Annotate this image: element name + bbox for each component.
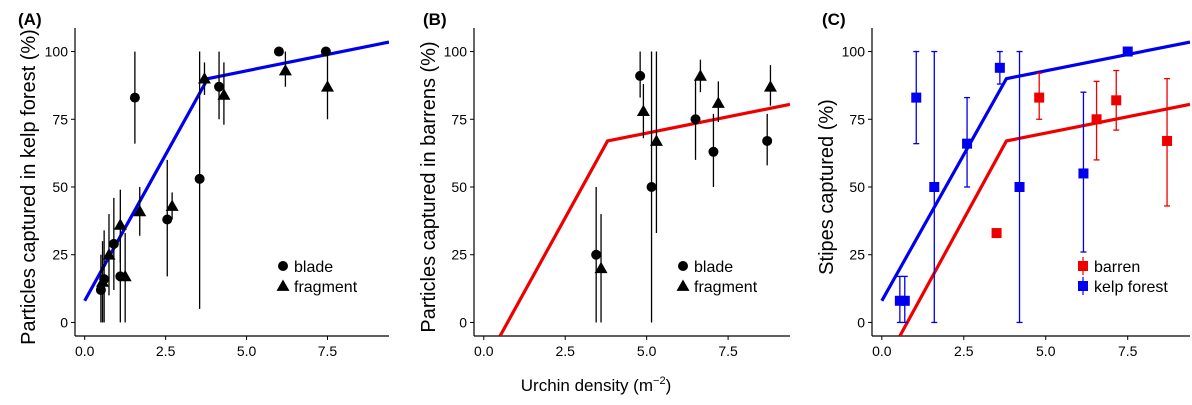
- legend-label: blade: [294, 259, 333, 276]
- data-point: [690, 114, 701, 125]
- fit-line: [880, 40, 1190, 302]
- data-point: [635, 70, 646, 81]
- data-point: [113, 218, 127, 230]
- x-tick-label: 0.0: [872, 343, 892, 359]
- data-point: [911, 92, 922, 103]
- legend-label: blade: [694, 259, 733, 276]
- data-point: [194, 173, 205, 184]
- x-tick-label: 0.0: [75, 343, 95, 359]
- y-tick-label: 25: [451, 247, 467, 263]
- y-tick-label: 75: [451, 111, 467, 127]
- x-tick-label: 5.0: [237, 343, 257, 359]
- data-point: [118, 269, 132, 282]
- data-point: [320, 80, 334, 92]
- data-point: [165, 199, 179, 211]
- y-tick-label: 25: [849, 247, 865, 263]
- data-point: [95, 284, 106, 295]
- panel-label: (C): [822, 10, 846, 29]
- data-point: [646, 182, 657, 192]
- legend-key: [278, 261, 288, 271]
- legend-label: barren: [1094, 259, 1140, 276]
- data-point: [162, 214, 173, 225]
- y-tick-label: 75: [849, 111, 865, 127]
- y-tick-label: 25: [52, 247, 68, 263]
- y-tick-label: 50: [451, 179, 467, 195]
- data-point: [108, 238, 119, 249]
- x-tick-label: 0.0: [474, 343, 494, 359]
- data-point: [899, 295, 910, 306]
- x-tick-label: 5.0: [1036, 343, 1056, 359]
- panel-label: (A): [18, 10, 42, 29]
- data-point: [929, 182, 940, 192]
- data-point: [763, 80, 777, 92]
- data-point: [96, 275, 110, 287]
- data-point: [1091, 114, 1102, 125]
- panel-a: 0.0 2.5 5.0 7.5 0 25 50 75 100 Particles captured…: [18, 10, 389, 359]
- x-tick-label: 2.5: [954, 343, 974, 359]
- y-tick-label: 0: [857, 314, 865, 330]
- data-point: [129, 92, 140, 103]
- x-tick-label: 7.5: [718, 343, 738, 359]
- panel-label: (B): [423, 10, 447, 29]
- data-point: [102, 248, 116, 260]
- y-tick-label: 50: [849, 179, 865, 195]
- data-point: [278, 64, 292, 76]
- data-point: [762, 135, 773, 146]
- legend-label: fragment: [694, 279, 758, 296]
- data-point: [133, 204, 147, 217]
- legend-label: fragment: [294, 279, 358, 296]
- data-point: [708, 146, 719, 157]
- data-point: [1162, 135, 1173, 146]
- data-point: [1034, 92, 1045, 103]
- fit-line: [83, 40, 389, 302]
- legend-key: [276, 279, 290, 291]
- x-tick-label: 5.0: [637, 343, 657, 359]
- x-tick-label: 2.5: [555, 343, 575, 359]
- data-point: [994, 62, 1005, 73]
- data-point: [197, 72, 211, 84]
- fit-line: [898, 102, 1190, 336]
- data-point: [591, 249, 602, 260]
- legend-label: kelp forest: [1094, 279, 1168, 296]
- data-point: [962, 138, 973, 149]
- data-point: [693, 69, 707, 81]
- data-point: [214, 81, 225, 92]
- y-tick-label: 0: [459, 314, 467, 330]
- x-tick-label: 7.5: [1118, 343, 1138, 359]
- data-point: [1078, 168, 1089, 179]
- y-axis-title: Stipes captured (%): [816, 99, 838, 275]
- data-point: [649, 134, 663, 146]
- x-tick-label: 2.5: [156, 343, 176, 359]
- fit-line: [498, 102, 790, 336]
- panel-c: 0.0 2.5 5.0 7.5 0 25 50 75 100 Stipes captured (%…: [816, 10, 1190, 359]
- y-tick-label: 50: [52, 179, 68, 195]
- y-axis-title: Particles captured in kelp forest (%): [18, 29, 40, 345]
- y-tick-label: 100: [45, 44, 69, 60]
- y-tick-label: 100: [842, 44, 866, 60]
- y-axis-title: Particles captured in barrens (%): [418, 41, 440, 332]
- data-point: [217, 88, 231, 100]
- data-point: [1122, 46, 1133, 57]
- data-point: [991, 228, 1002, 239]
- data-point: [1111, 95, 1122, 106]
- data-point: [594, 261, 608, 274]
- y-tick-label: 100: [444, 44, 468, 60]
- y-tick-label: 0: [60, 314, 68, 330]
- data-point: [711, 96, 725, 108]
- x-tick-label: 7.5: [318, 343, 338, 359]
- data-point: [1014, 182, 1025, 192]
- legend-key: [678, 261, 688, 271]
- data-point: [320, 46, 331, 57]
- y-tick-label: 75: [52, 111, 68, 127]
- data-point: [636, 104, 650, 117]
- x-axis-title: Urchin density (m−2): [521, 375, 671, 395]
- legend-key: [676, 279, 690, 291]
- data-point: [273, 46, 284, 57]
